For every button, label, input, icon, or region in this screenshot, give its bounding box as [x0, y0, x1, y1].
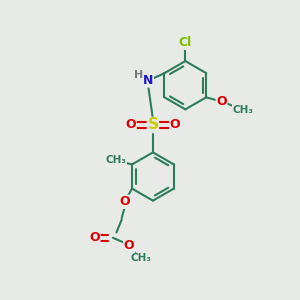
Text: CH₃: CH₃ — [232, 105, 254, 115]
Text: O: O — [216, 95, 227, 108]
Text: O: O — [89, 231, 100, 244]
Text: S: S — [147, 118, 158, 133]
Text: Cl: Cl — [179, 36, 192, 49]
Text: O: O — [119, 195, 130, 208]
Text: CH₃: CH₃ — [131, 254, 152, 263]
Text: CH₃: CH₃ — [105, 155, 126, 165]
Text: N: N — [143, 74, 153, 87]
Text: O: O — [170, 118, 180, 131]
Text: O: O — [125, 118, 136, 131]
Text: H: H — [134, 70, 143, 80]
Text: O: O — [124, 239, 134, 253]
